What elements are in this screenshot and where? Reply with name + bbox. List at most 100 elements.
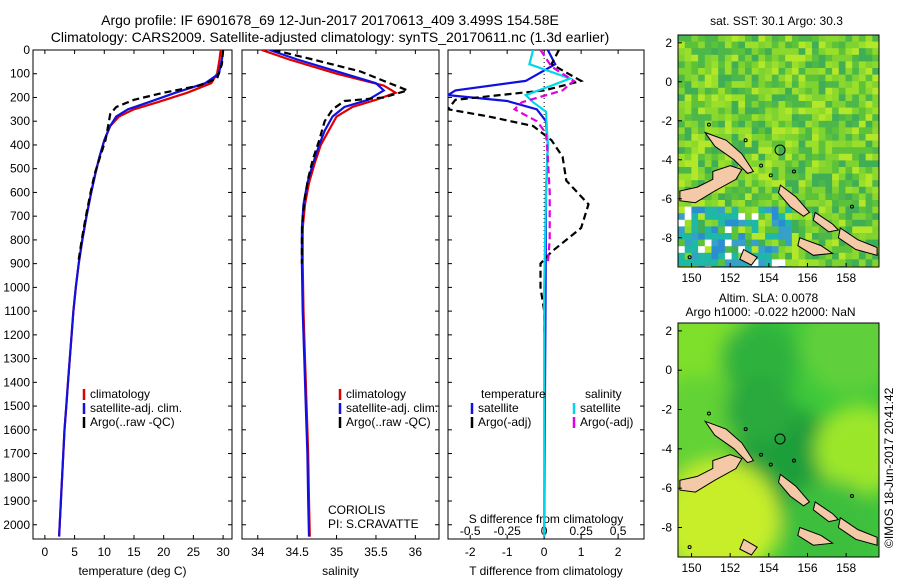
sst-cell [858, 233, 867, 241]
sst-cell [798, 226, 806, 234]
map-x-tick-label: 156 [797, 271, 817, 285]
island [791, 169, 796, 174]
sst-cell [698, 114, 706, 122]
sst-cell [791, 186, 800, 194]
sst-cell [765, 127, 773, 135]
sst-cell [845, 107, 853, 115]
sst-cell [838, 127, 846, 135]
sst-cell [832, 101, 840, 109]
sst-cell [818, 61, 826, 69]
sst-cell [838, 120, 846, 128]
sst-cell [704, 120, 712, 128]
sst-cell [678, 206, 686, 214]
sst-cell [684, 107, 692, 115]
sst-cell [858, 200, 867, 208]
sst-cell [758, 61, 766, 69]
island [706, 122, 711, 127]
sst-cell [778, 246, 786, 254]
sst-cell [765, 167, 773, 175]
sst-cell [798, 246, 806, 254]
sst-cell [872, 127, 879, 135]
sst-cell [745, 134, 753, 142]
sst-cell [765, 114, 773, 122]
sst-cell [738, 107, 746, 115]
sst-cell [771, 226, 779, 234]
sst-cell [691, 206, 699, 214]
sst-cell [724, 219, 733, 227]
sst-cell [818, 127, 826, 135]
island [743, 138, 748, 143]
land-mass [837, 227, 878, 256]
island [706, 411, 711, 416]
sst-cell [805, 35, 813, 43]
sst-cell [832, 94, 840, 102]
map-x-tick-label: 158 [836, 561, 856, 575]
figure-title-line-1: Argo profile: IF 6901678_69 12-Jun-2017 … [101, 12, 559, 28]
sst-cell [825, 246, 833, 254]
sst-cell [832, 180, 840, 188]
sst-cell [832, 147, 840, 155]
sst-cell [771, 173, 779, 181]
sst-cell [845, 200, 853, 208]
sst-cell [698, 206, 706, 214]
sst-cell [684, 68, 692, 76]
sst-cell [738, 226, 746, 234]
sst-cell [771, 74, 779, 82]
sst-cell [838, 160, 846, 168]
sst-cell [691, 41, 699, 49]
sst-cell [825, 160, 833, 168]
sst-cell [838, 87, 846, 95]
sst-cell [818, 200, 826, 208]
sst-cell [765, 61, 773, 69]
island [849, 204, 854, 209]
sst-cell [832, 48, 840, 56]
sst-cell [805, 153, 813, 161]
sst-cell [832, 68, 840, 76]
series-line-argo--adj- [512, 50, 576, 264]
sst-cell [745, 48, 753, 56]
sst-cell [698, 68, 706, 76]
sst-cell [785, 140, 793, 148]
sst-cell [785, 48, 793, 56]
sst-cell [738, 206, 746, 214]
sst-cell [865, 213, 873, 221]
map-y-tick-label: -8 [661, 231, 672, 245]
sst-cell [724, 35, 733, 43]
sst-cell [858, 74, 867, 82]
sst-cell [845, 167, 853, 175]
sst-cell [838, 186, 846, 194]
sst-cell [678, 233, 686, 241]
sst-cell [838, 213, 846, 221]
sst-cell [778, 167, 786, 175]
sst-cell [798, 252, 806, 260]
y-tick-label: 1600 [3, 423, 30, 437]
sst-cell [872, 41, 879, 49]
sst-cell [865, 87, 873, 95]
sst-cell [845, 74, 853, 82]
sst-cell [758, 127, 766, 135]
sst-cell [825, 213, 833, 221]
sst-cell [684, 200, 692, 208]
sst-cell [865, 226, 873, 234]
sst-cell [832, 74, 840, 82]
sst-cell [751, 147, 759, 155]
sst-cell [832, 200, 840, 208]
sst-cell [718, 193, 726, 201]
sst-cell [731, 87, 739, 95]
sst-cell [798, 140, 806, 148]
sst-cell [798, 68, 806, 76]
map-y-tick-label: -4 [661, 153, 672, 167]
sst-cell [845, 147, 853, 155]
sst-cell [798, 87, 806, 95]
sst-cell [738, 239, 746, 247]
sst-cell [684, 246, 692, 254]
sst-cell [845, 206, 853, 214]
map-y-tick-label: -6 [661, 192, 672, 206]
sst-cell [771, 186, 779, 194]
sst-cell [758, 219, 766, 227]
map-y-tick-label: 0 [665, 363, 672, 377]
sst-map-panel: 150 152 154 156 158 2 0 -2 -4 -6 -8 sat. SST: 30.1 … [661, 14, 880, 285]
sst-cell [858, 226, 867, 234]
sst-cell [852, 61, 860, 69]
sst-cell [718, 48, 726, 56]
